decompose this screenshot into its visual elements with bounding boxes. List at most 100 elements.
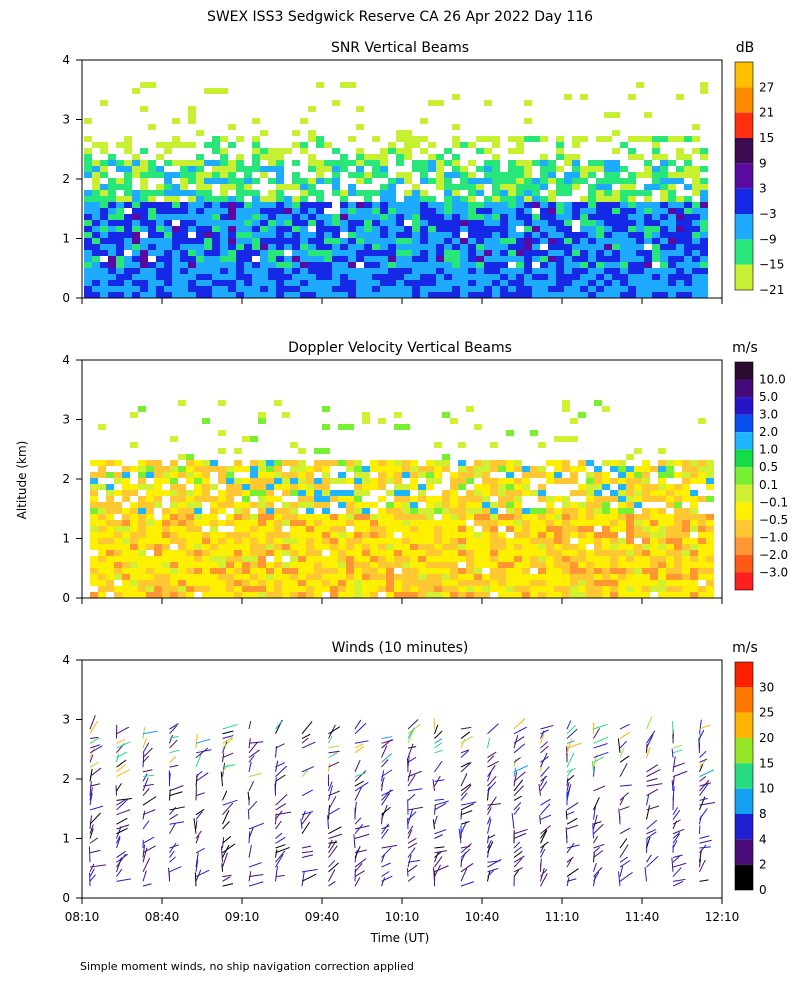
snr-cell [692,148,700,154]
doppler-cell [138,556,146,562]
doppler-cell [402,508,410,514]
doppler-cell [426,568,434,574]
snr-cell [284,280,292,286]
doppler-cell [522,550,530,556]
snr-cell [348,214,356,220]
doppler-cell [522,574,530,580]
snr-cell [676,166,684,172]
wind-barb [381,777,385,787]
doppler-cell [242,436,250,442]
snr-cell [492,292,500,298]
snr-cell [620,292,628,298]
doppler-cell [522,580,530,586]
doppler-cell [314,496,322,502]
doppler-cell [258,478,266,484]
snr-cell [116,262,124,268]
snr-cell [380,274,388,280]
snr-cell [660,232,668,238]
wind-barb [89,864,106,868]
snr-cell [132,196,140,202]
snr-cell [572,286,580,292]
snr-cell [508,160,516,166]
doppler-cell [314,544,322,550]
doppler-cell [258,556,266,562]
doppler-cell [218,448,226,454]
snr-cell [164,292,172,298]
doppler-cell [322,514,330,520]
doppler-cell [690,562,698,568]
doppler-cell [146,592,154,598]
snr-cell [292,268,300,274]
doppler-cell [258,484,266,490]
doppler-cell [658,580,666,586]
snr-cell [508,292,516,298]
snr-cell [484,220,492,226]
doppler-cell [106,514,114,520]
doppler-cell [114,508,122,514]
doppler-cell [306,472,314,478]
doppler-cell [138,580,146,586]
doppler-cell [618,562,626,568]
wind-barb [538,783,541,796]
snr-cell [572,256,580,262]
wind-barb [169,821,185,825]
snr-cell [460,166,468,172]
snr-cell [516,256,524,262]
snr-cell [628,292,636,298]
wind-barb [248,801,258,811]
snr-cell [292,214,300,220]
snr-cell [300,292,308,298]
doppler-cell [194,514,202,520]
doppler-cell [322,544,330,550]
doppler-cell [226,502,234,508]
doppler-cell [602,532,610,538]
snr-cell [220,214,228,220]
snr-cell [452,220,460,226]
doppler-cell [594,550,602,556]
doppler-cell [522,592,530,598]
doppler-cell [218,544,226,550]
wind-barb [699,879,709,882]
snr-cell [644,280,652,286]
wind-barb [381,745,388,758]
doppler-cell [658,496,666,502]
snr-cell [396,232,404,238]
wind-barb [672,880,684,887]
doppler-cell [410,502,418,508]
x-tick-label: 08:40 [145,910,180,924]
doppler-cell [330,562,338,568]
doppler-cell [530,586,538,592]
doppler-cell [586,580,594,586]
wind-barb [434,730,443,739]
doppler-cell [610,574,618,580]
doppler-cell [650,580,658,586]
doppler-cell [210,550,218,556]
doppler-cell [154,478,162,484]
doppler-cell [210,460,218,466]
doppler-cell [178,454,186,460]
snr-cell [164,178,172,184]
snr-cell [612,250,620,256]
colorbar-label: 15 [759,756,774,770]
doppler-cell [378,460,386,466]
snr-cell [668,250,676,256]
snr-cell [412,274,420,280]
doppler-cell [674,502,682,508]
doppler-cell [170,532,178,538]
snr-cell [236,292,244,298]
snr-cell [308,262,316,268]
wind-barb [354,745,365,754]
doppler-cell [578,538,586,544]
doppler-cell [130,544,138,550]
wind-barb [301,821,311,835]
snr-cell [268,208,276,214]
snr-cell [436,232,444,238]
snr-cell [468,274,476,280]
doppler-cell [442,508,450,514]
colorbar-swatch [735,554,753,573]
colorbar-label: 2 [759,858,767,872]
snr-cell [156,232,164,238]
wind-barb [566,774,575,782]
doppler-cell [290,460,298,466]
doppler-cell [178,520,186,526]
